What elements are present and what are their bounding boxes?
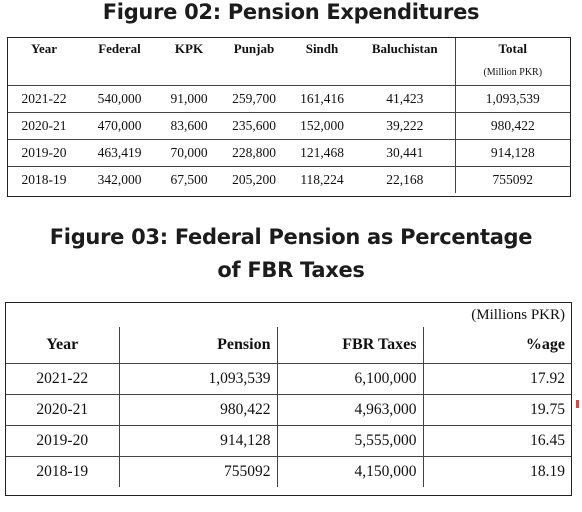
header-year: Year <box>46 336 79 353</box>
cell-total: 1,093,539 <box>454 85 570 113</box>
cell-punjab: 259,700 <box>219 85 289 113</box>
cell-percentage: 19.75 <box>422 394 571 426</box>
header-percentage: %age <box>422 327 571 364</box>
header-year: Year <box>31 41 57 56</box>
cell-punjab: 235,600 <box>219 112 289 140</box>
figure-3-title-line-2: of FBR Taxes <box>217 258 365 282</box>
cell-sindh: 152,000 <box>289 112 355 140</box>
table-row: 2020-21 470,000 83,600 235,600 152,000 3… <box>8 112 570 140</box>
table-row: 2019-20 463,419 70,000 228,800 121,468 3… <box>8 139 570 167</box>
cell-federal: 540,000 <box>80 85 159 113</box>
figure-2-title: Figure 02: Pension Expenditures <box>102 0 480 24</box>
header-fbr-taxes: FBR Taxes <box>276 327 423 364</box>
table-row: 2019-20 914,128 5,555,000 16.45 <box>6 425 571 457</box>
figure-3-title-line-1: Figure 03: Federal Pension as Percentage <box>49 225 533 249</box>
cell-baluchistan: 30,441 <box>355 139 455 167</box>
header-pension: Pension <box>118 327 277 364</box>
header-total: Total <box>454 38 570 60</box>
table-row: 2018-19 755092 4,150,000 18.19 <box>6 456 571 487</box>
cell-kpk: 83,600 <box>159 112 219 140</box>
cell-federal: 463,419 <box>80 139 159 167</box>
cell-pension: 1,093,539 <box>118 363 277 395</box>
cell-percentage: 18.19 <box>422 456 571 487</box>
cell-year: 2020-21 <box>8 112 80 140</box>
cell-year: 2021-22 <box>6 363 119 395</box>
cell-year: 2018-19 <box>6 456 119 487</box>
cell-percentage: 17.92 <box>422 363 571 395</box>
cell-sindh: 121,468 <box>289 139 355 167</box>
header-baluchistan: Baluchistan <box>371 41 438 56</box>
cell-total: 914,128 <box>454 139 570 167</box>
cell-baluchistan: 39,222 <box>355 112 455 140</box>
unit-label: (Millions PKR) <box>471 306 565 323</box>
cell-baluchistan: 41,423 <box>355 85 455 113</box>
cell-baluchistan: 22,168 <box>355 166 455 193</box>
cell-year: 2019-20 <box>8 139 80 167</box>
cell-sindh: 161,416 <box>289 85 355 113</box>
cell-fbr-taxes: 4,150,000 <box>276 456 423 487</box>
cell-total: 980,422 <box>454 112 570 140</box>
cell-year: 2021-22 <box>8 85 80 113</box>
cell-punjab: 205,200 <box>219 166 289 193</box>
cell-pension: 755092 <box>118 456 277 487</box>
table-row: 2021-22 540,000 91,000 259,700 161,416 4… <box>8 85 570 113</box>
pension-expenditures-table: Year Federal KPK Punjab Sindh Baluchista… <box>7 37 571 197</box>
cell-kpk: 70,000 <box>159 139 219 167</box>
total-unit-label: (Million PKR) <box>454 60 570 86</box>
table-row: 2018-19 342,000 67,500 205,200 118,224 2… <box>8 166 570 193</box>
cell-kpk: 67,500 <box>159 166 219 193</box>
table-row: 2020-21 980,422 4,963,000 19.75 <box>6 394 571 426</box>
cell-pension: 980,422 <box>118 394 277 426</box>
table-row: 2021-22 1,093,539 6,100,000 17.92 <box>6 363 571 395</box>
cell-sindh: 118,224 <box>289 166 355 193</box>
cell-fbr-taxes: 5,555,000 <box>276 425 423 457</box>
cell-kpk: 91,000 <box>159 85 219 113</box>
cell-year: 2020-21 <box>6 394 119 426</box>
cell-punjab: 228,800 <box>219 139 289 167</box>
edge-mark <box>576 400 579 408</box>
header-sindh: Sindh <box>305 41 339 56</box>
cell-fbr-taxes: 6,100,000 <box>276 363 423 395</box>
cell-pension: 914,128 <box>118 425 277 457</box>
header-punjab: Punjab <box>233 41 275 56</box>
cell-fbr-taxes: 4,963,000 <box>276 394 423 426</box>
federal-pension-percentage-table: (Millions PKR) Year Pension FBR Taxes %a… <box>5 302 572 496</box>
cell-federal: 342,000 <box>80 166 159 193</box>
cell-year: 2018-19 <box>8 166 80 193</box>
cell-year: 2019-20 <box>6 425 119 457</box>
header-kpk: KPK <box>174 41 204 56</box>
cell-percentage: 16.45 <box>422 425 571 457</box>
cell-federal: 470,000 <box>80 112 159 140</box>
cell-total: 755092 <box>454 166 570 193</box>
header-federal: Federal <box>98 41 141 56</box>
